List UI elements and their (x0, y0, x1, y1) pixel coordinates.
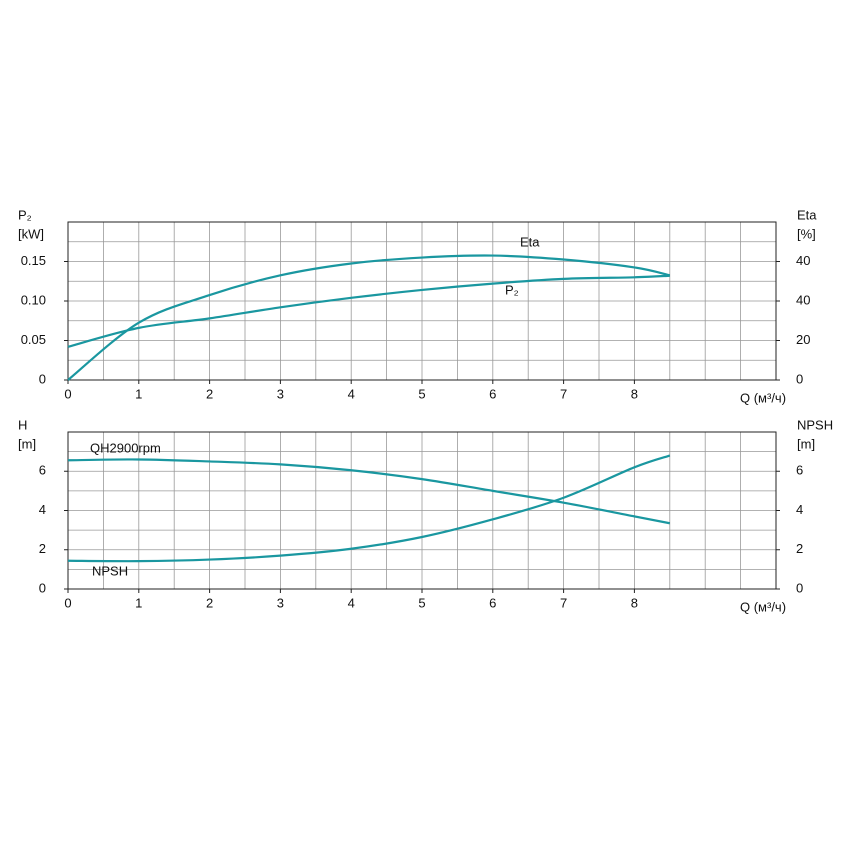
x-tick-label: 7 (560, 595, 567, 610)
y2-tick-label: 2 (796, 541, 803, 556)
x-tick-label: 6 (489, 386, 496, 401)
x-tick-label: 1 (135, 595, 142, 610)
x-tick-label: 2 (206, 595, 213, 610)
y-axis-label: P₂ (18, 207, 32, 222)
x-tick-label: 0 (64, 595, 71, 610)
y2-tick-label: 40 (796, 292, 810, 307)
y-axis-label: [kW] (18, 226, 44, 241)
x-tick-label: 0 (64, 386, 71, 401)
y2-axis-label: [m] (797, 436, 815, 451)
curve-label: NPSH (92, 563, 128, 578)
curve (67, 274, 670, 348)
curve-label: P₂ (505, 282, 519, 297)
x-tick-label: 5 (418, 595, 425, 610)
y-tick-label: 4 (39, 502, 46, 517)
x-tick-label: 7 (560, 386, 567, 401)
curve (67, 254, 671, 381)
y2-axis-label: NPSH (797, 417, 833, 432)
x-tick-label: 8 (631, 386, 638, 401)
y-tick-label: 2 (39, 541, 46, 556)
y-tick-label: 0.15 (21, 253, 46, 268)
y2-axis-label: [%] (797, 226, 816, 241)
y-tick-label: 6 (39, 463, 46, 478)
x-tick-label: 3 (277, 386, 284, 401)
curve-label: QH2900rpm (90, 440, 161, 455)
x-tick-label: 4 (348, 386, 355, 401)
curve (67, 458, 671, 525)
y-tick-label: 0 (39, 371, 46, 386)
y-axis-label: H (18, 417, 27, 432)
y2-tick-label: 20 (796, 332, 810, 347)
y-tick-label: 0 (39, 580, 46, 595)
y2-tick-label: 6 (796, 463, 803, 478)
y2-tick-label: 0 (796, 580, 803, 595)
y2-tick-label: 4 (796, 502, 803, 517)
x-tick-label: 6 (489, 595, 496, 610)
x-axis-label: Q (м³/ч) (740, 390, 786, 405)
y2-tick-label: 0 (796, 371, 803, 386)
curve-label: Eta (520, 234, 540, 249)
y-tick-label: 0.05 (21, 332, 46, 347)
x-tick-label: 3 (277, 595, 284, 610)
x-tick-label: 1 (135, 386, 142, 401)
x-tick-label: 5 (418, 386, 425, 401)
y2-tick-label: 40 (796, 253, 810, 268)
y2-axis-label: Eta (797, 207, 817, 222)
y-axis-label: [m] (18, 436, 36, 451)
x-axis-label: Q (м³/ч) (740, 599, 786, 614)
curve (67, 454, 671, 563)
y-tick-label: 0.10 (21, 292, 46, 307)
x-tick-label: 4 (348, 595, 355, 610)
x-tick-label: 8 (631, 595, 638, 610)
x-tick-label: 2 (206, 386, 213, 401)
